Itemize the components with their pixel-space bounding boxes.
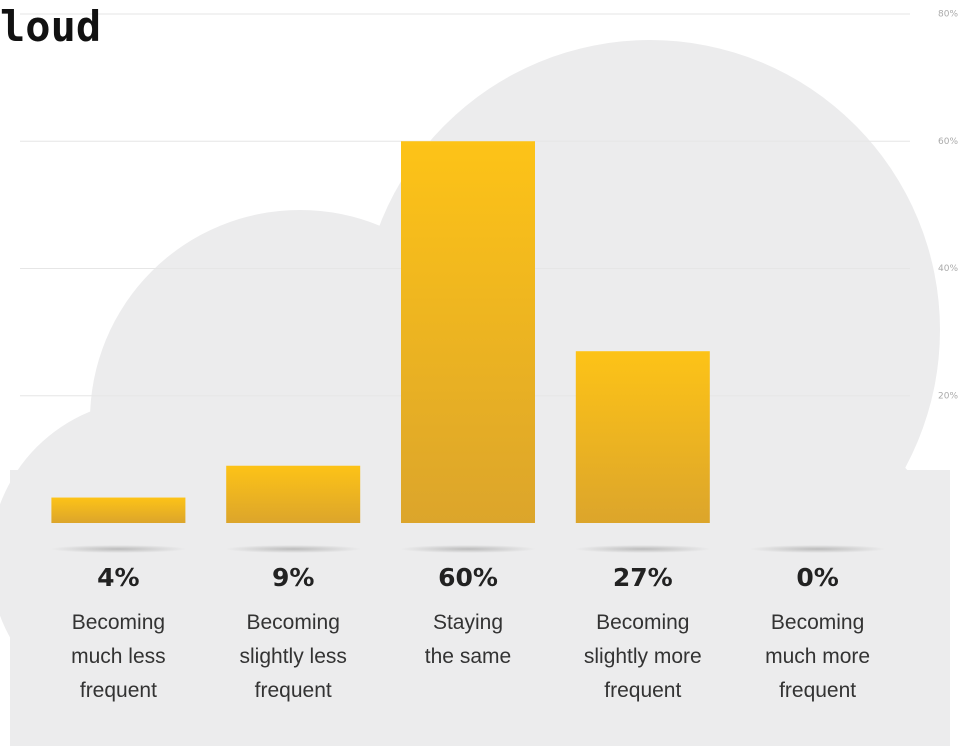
x-tick-label: Becoming slightly more frequent [583, 611, 702, 702]
bar [51, 497, 186, 523]
bar-shadow [574, 545, 711, 553]
bar [226, 465, 361, 523]
y-tick-label: 20% [938, 391, 958, 401]
y-tick-label: 80% [938, 10, 958, 20]
value-label: 0% [796, 563, 839, 592]
bar-shadow [400, 545, 536, 553]
bar [401, 141, 535, 523]
x-tick-label: Staying the same [424, 611, 512, 668]
value-label: 4% [97, 563, 140, 592]
bar-shadow [50, 545, 187, 553]
bar-shadow [749, 545, 886, 553]
y-tick-label: 60% [938, 137, 958, 147]
x-tick-label: Becoming much more frequent [765, 611, 871, 702]
value-label: 9% [271, 563, 315, 592]
chart-title: loud [0, 2, 102, 51]
bar-shadow [225, 545, 362, 553]
value-label: 27% [612, 563, 673, 592]
bar [575, 351, 710, 523]
x-tick-label: Becoming slightly less frequent [239, 611, 347, 702]
value-label: 60% [438, 563, 498, 592]
x-tick-label: Becoming much less frequent [71, 611, 166, 702]
y-tick-label: 40% [938, 264, 958, 274]
